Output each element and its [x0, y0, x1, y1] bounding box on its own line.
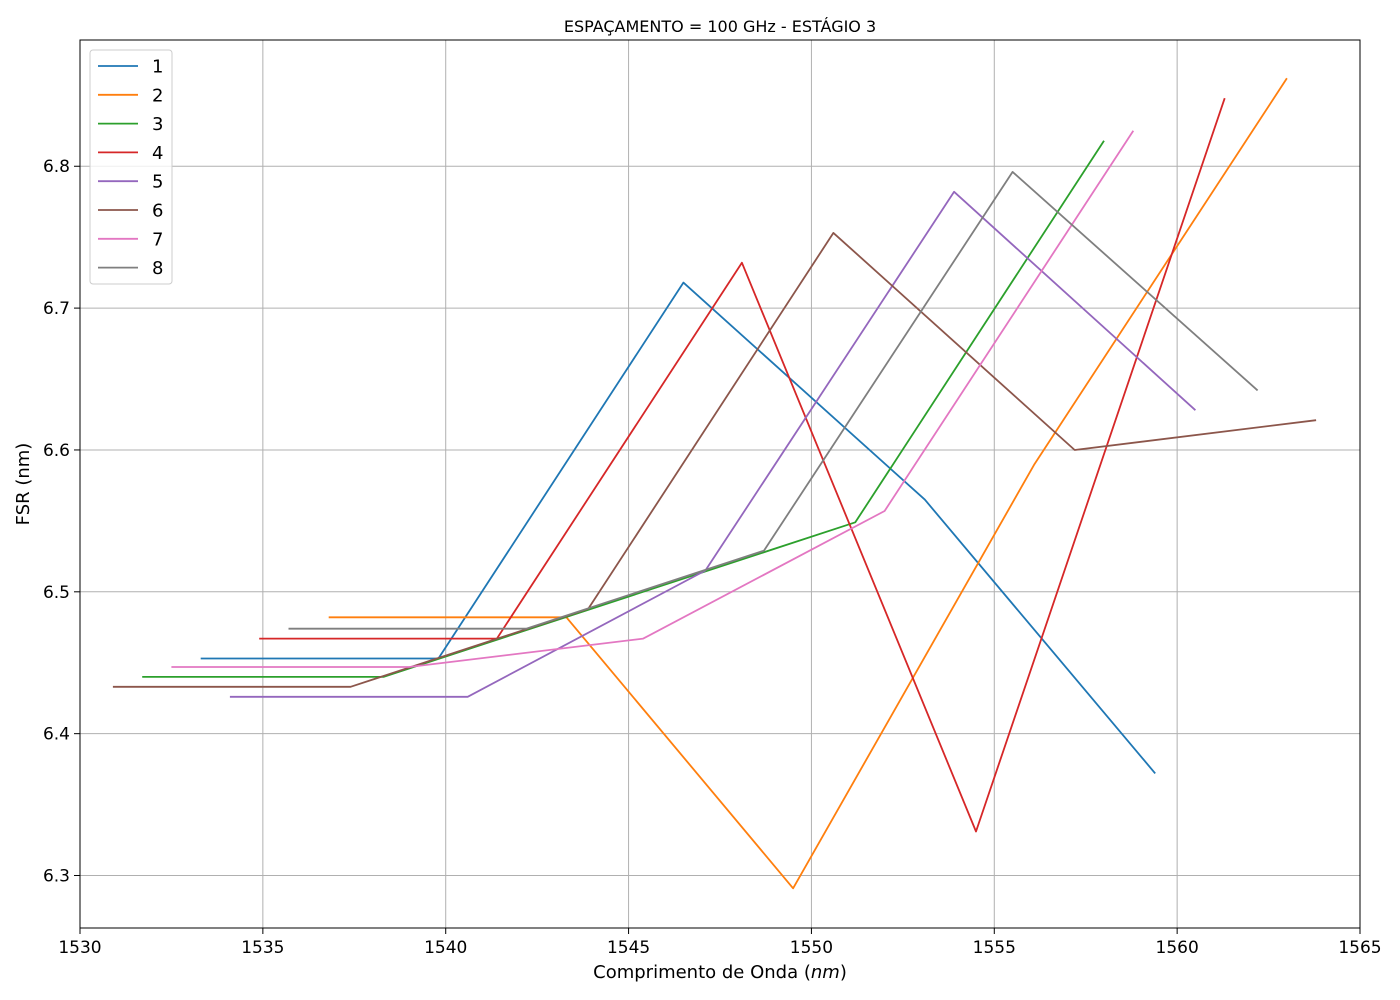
legend-entry-1: 1: [98, 57, 163, 78]
y-tick: 6.4: [43, 725, 80, 745]
y-tick-label: 6.4: [43, 725, 70, 745]
x-axis-label-suffix: ): [840, 962, 847, 983]
y-tick: 6.7: [43, 299, 80, 319]
x-tick-label: 1555: [973, 938, 1016, 958]
legend-box: [89, 49, 173, 285]
legend-entry-3: 3: [98, 114, 163, 135]
legend-entry-7: 7: [98, 229, 163, 250]
series-line-1: [200, 281, 1156, 774]
y-tick-label: 6.7: [43, 299, 70, 319]
x-tick-label: 1545: [607, 938, 650, 958]
legend: 1 2 3 4 5 6 7 8: [89, 49, 173, 285]
x-tick-label: 1550: [790, 938, 833, 958]
y-tick: 6.8: [43, 157, 80, 177]
legend-label-1: 1: [152, 57, 163, 78]
legend-entry-2: 2: [98, 85, 163, 106]
x-tick: 1535: [241, 928, 284, 958]
y-tick: 6.6: [43, 441, 80, 461]
legend-label-4: 4: [152, 143, 163, 164]
legend-label-3: 3: [152, 114, 163, 135]
legend-label-7: 7: [152, 229, 163, 250]
x-tick-label: 1540: [424, 938, 467, 958]
y-tick-label: 6.8: [43, 157, 70, 177]
y-tick: 6.5: [43, 583, 80, 603]
legend-entry-5: 5: [98, 172, 163, 193]
x-axis-label-unit: nm: [811, 962, 840, 983]
series-line-5: [229, 190, 1197, 698]
x-tick-label: 1530: [58, 938, 101, 958]
series-line-2: [328, 77, 1288, 890]
grid: [79, 40, 1361, 928]
legend-entry-6: 6: [98, 201, 163, 222]
y-tick-label: 6.3: [43, 867, 70, 887]
x-axis-ticks: 1530 1535 1540 1545 1550 1555 1560 1565: [58, 928, 1382, 958]
series-line-4: [259, 97, 1226, 833]
x-tick-label: 1560: [1156, 938, 1199, 958]
series-line-8: [288, 170, 1259, 630]
x-tick: 1565: [1338, 928, 1382, 958]
x-tick: 1555: [973, 928, 1016, 958]
y-tick-label: 6.6: [43, 441, 70, 461]
x-axis-label: Comprimento de Onda (nm): [593, 962, 847, 983]
legend-entry-4: 4: [98, 143, 163, 164]
y-axis-label: FSR (nm): [13, 443, 34, 526]
plot-area-frame: [79, 39, 1361, 929]
x-tick: 1540: [424, 928, 467, 958]
x-tick: 1560: [1156, 928, 1199, 958]
x-tick-label: 1565: [1338, 938, 1381, 958]
x-tick: 1530: [58, 928, 102, 958]
x-tick-label: 1535: [241, 938, 284, 958]
series-line-6: [112, 231, 1317, 688]
series-layer: [112, 77, 1317, 890]
y-tick-label: 6.5: [43, 583, 70, 603]
legend-label-6: 6: [152, 201, 163, 222]
y-axis-ticks: 6.3 6.4 6.5 6.6 6.7 6.8: [43, 157, 80, 887]
x-tick: 1550: [790, 928, 833, 958]
x-tick: 1545: [607, 928, 650, 958]
series-line-7: [171, 130, 1135, 668]
x-axis-label-prefix: Comprimento de Onda (: [593, 962, 811, 983]
chart-title: ESPAÇAMENTO = 100 GHz - ESTÁGIO 3: [564, 17, 876, 36]
legend-label-5: 5: [152, 172, 163, 193]
legend-label-2: 2: [152, 85, 163, 106]
legend-entry-8: 8: [98, 258, 163, 279]
y-tick: 6.3: [43, 867, 80, 887]
legend-label-8: 8: [152, 258, 163, 279]
series-line-3: [142, 140, 1105, 678]
